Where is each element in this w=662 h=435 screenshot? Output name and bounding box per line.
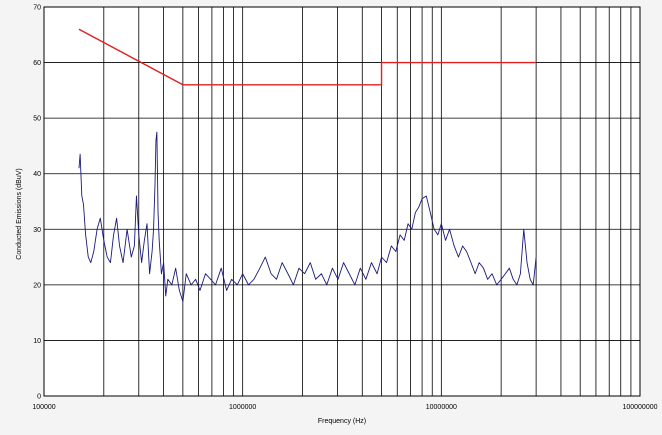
x-tick-label: 1000000 xyxy=(229,404,256,411)
y-tick-labels: 0 10 20 30 40 50 60 70 xyxy=(33,5,41,401)
y-tick-label: 30 xyxy=(33,227,41,234)
x-tick-label: 100000 xyxy=(32,404,55,411)
y-tick-label: 20 xyxy=(33,282,41,289)
emissions-line xyxy=(78,131,537,302)
y-tick-label: 60 xyxy=(33,60,41,67)
x-axis-title: Frequency (Hz) xyxy=(318,418,366,425)
y-tick-label: 0 xyxy=(37,394,41,401)
grid xyxy=(44,7,640,396)
limit-line xyxy=(78,28,537,86)
y-tick-label: 50 xyxy=(33,116,41,123)
y-axis-title: Conducted Emissions (dBuV) xyxy=(16,168,23,259)
y-tick-label: 40 xyxy=(33,171,41,178)
x-tick-label: 100000000 xyxy=(622,404,657,411)
series-layer xyxy=(78,28,537,302)
plot-area xyxy=(43,6,641,397)
x-tick-label: 10000000 xyxy=(426,404,457,411)
y-tick-label: 10 xyxy=(33,338,41,345)
y-tick-label: 70 xyxy=(33,5,41,12)
x-tick-labels: 100000 1000000 10000000 100000000 xyxy=(32,404,657,411)
